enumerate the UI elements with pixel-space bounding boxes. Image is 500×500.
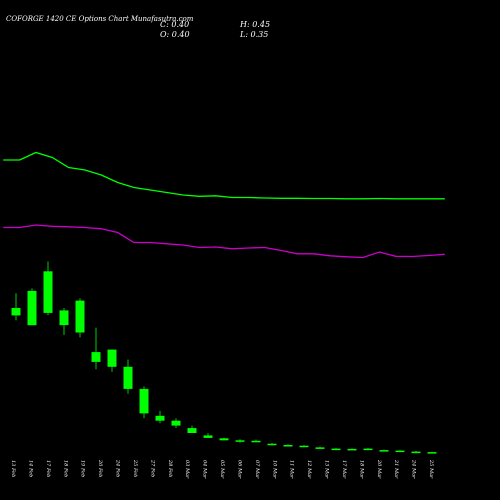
candle [235, 439, 245, 443]
candle [395, 450, 405, 453]
x-tick-label: 13 Feb [10, 460, 16, 477]
x-tick-label: 03 Mar [184, 460, 190, 479]
candle [11, 293, 21, 321]
candle [75, 298, 85, 338]
x-tick-label: 19 Feb [80, 460, 86, 477]
candle [59, 308, 69, 335]
candle-body [91, 352, 101, 362]
candle-body [203, 435, 213, 438]
x-tick-label: 14 Feb [27, 460, 33, 477]
candle-body [11, 308, 21, 316]
candle-body [331, 448, 341, 451]
chart-title: COFORGE 1420 CE Options Chart Munafasutr… [6, 15, 194, 23]
candle [91, 327, 101, 370]
x-tick-label: 24 Mar [411, 459, 417, 479]
candle [411, 451, 421, 454]
candle-body [171, 420, 181, 426]
candle-body [363, 448, 373, 451]
candle [171, 418, 181, 429]
x-tick-label: 25 Mar [428, 459, 434, 479]
candle [267, 443, 277, 446]
open-value: O: 0.40 [160, 30, 190, 39]
x-tick-label: 06 Mar [236, 460, 242, 479]
x-tick-label: 20 Feb [97, 459, 103, 477]
candle-body [75, 300, 85, 333]
candle-body [123, 366, 133, 389]
candle-body [427, 452, 437, 454]
x-tick-label: 11 Mar [289, 460, 295, 479]
high-value: H: 0.45 [239, 20, 270, 29]
x-tick-label: 18 Feb [62, 460, 68, 477]
candle [139, 386, 149, 419]
candle-body [251, 440, 261, 443]
x-tick-label: 17 Feb [45, 460, 51, 477]
candle-body [27, 290, 37, 326]
x-tick-label: 05 Mar [219, 460, 225, 479]
low-value: L: 0.35 [239, 30, 268, 39]
x-tick-label: 17 Mar [341, 460, 347, 479]
candle [203, 432, 213, 438]
candle [123, 359, 133, 394]
candle [331, 448, 341, 451]
candle [187, 425, 197, 433]
candle [363, 448, 373, 451]
x-tick-label: 07 Mar [254, 460, 260, 479]
candle-body [107, 349, 117, 367]
candle [427, 451, 437, 454]
x-tick-label: 04 Mar [202, 460, 208, 479]
candle-body [299, 445, 309, 448]
candle-body [187, 428, 197, 433]
candle-body [347, 448, 357, 451]
candle-body [139, 388, 149, 414]
x-tick-label: 18 Mar [358, 460, 364, 479]
x-tick-label: 25 Feb [132, 459, 138, 477]
candle [283, 444, 293, 447]
candle [155, 410, 165, 424]
x-tick-label: 21 Mar [393, 459, 399, 479]
close-value: C: 0.40 [160, 20, 189, 29]
candle [43, 261, 53, 316]
candle-body [43, 271, 53, 313]
x-axis-ticks: 13 Feb 14 Feb 17 Feb 18 Feb 19 Feb 20 Feb 24 F… [10, 459, 434, 479]
candle [107, 349, 117, 372]
candle-body [155, 415, 165, 421]
candle [315, 446, 325, 449]
x-tick-label: 10 Mar [271, 460, 277, 479]
candle-body [411, 451, 421, 454]
candle-body [235, 440, 245, 442]
candle [299, 445, 309, 448]
x-tick-label: 12 Mar [306, 460, 312, 479]
candle [379, 449, 389, 452]
candle [347, 448, 357, 451]
ma-fast-line [3, 151, 445, 200]
x-tick-label: 13 Mar [324, 460, 330, 479]
candle [219, 437, 229, 441]
candles [11, 261, 437, 454]
candle-body [219, 438, 229, 441]
x-tick-label: 27 Feb [149, 459, 155, 477]
candle-body [267, 443, 277, 446]
candle-body [395, 450, 405, 453]
candle-body [379, 450, 389, 452]
ma-slow-line [3, 224, 445, 259]
candle-body [59, 310, 69, 326]
candle-body [315, 447, 325, 449]
x-tick-label: 20 Mar [376, 459, 382, 479]
candle [27, 288, 37, 326]
candle [251, 439, 261, 443]
moving-averages [3, 151, 445, 259]
x-tick-label: 28 Feb [167, 459, 173, 477]
candle-body [283, 445, 293, 447]
x-tick-label: 24 Feb [115, 459, 121, 477]
